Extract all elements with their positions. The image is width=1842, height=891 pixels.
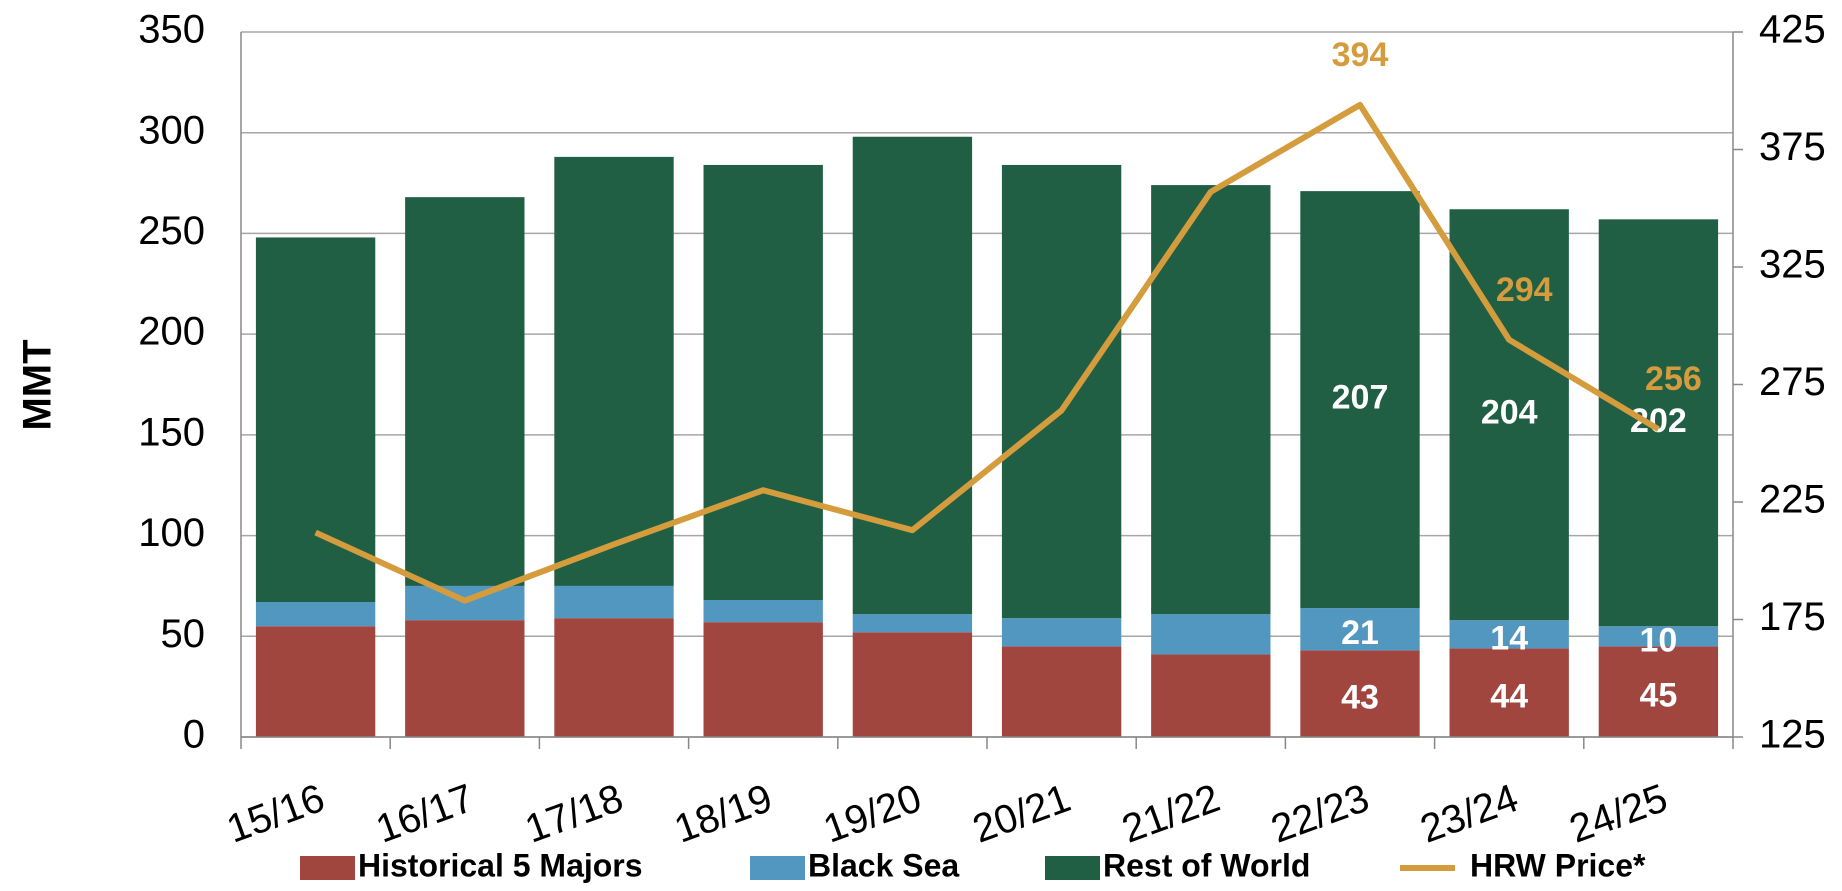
y-tick-label: 0	[183, 713, 205, 757]
legend-label: Historical 5 Majors	[358, 847, 643, 883]
bar-segment	[1598, 646, 1719, 737]
bar-segment	[554, 156, 674, 586]
x-tick-label: 22/23	[1266, 776, 1375, 852]
line-label: 256	[1645, 360, 1702, 398]
bar-segment	[703, 600, 823, 623]
line-label: 294	[1496, 271, 1553, 309]
y2-tick-label: 425	[1759, 8, 1826, 52]
bar-segment	[703, 622, 823, 737]
bar-segment	[255, 237, 376, 603]
bar-segment	[405, 620, 525, 737]
y-tick-label: 50	[161, 612, 206, 656]
bar-segment	[1598, 219, 1719, 627]
y-axis-label: MMT	[16, 339, 60, 430]
x-tick-label: 19/20	[818, 776, 927, 852]
legend-label: HRW Price*	[1470, 847, 1646, 883]
y2-tick-label: 175	[1759, 595, 1826, 639]
bar-segment	[554, 618, 674, 737]
data-label: 207	[1332, 379, 1389, 417]
price-line	[314, 101, 1660, 604]
data-label: 204	[1481, 394, 1538, 432]
data-label: 44	[1490, 678, 1528, 716]
line-label: 394	[1332, 36, 1389, 74]
y2-tick-label: 325	[1759, 243, 1826, 287]
bar-segment	[255, 626, 376, 737]
legend-label: Black Sea	[808, 847, 959, 883]
bar-segment	[1151, 614, 1271, 655]
bar-segment	[1001, 164, 1122, 619]
x-tick-label: 17/18	[520, 776, 629, 852]
data-label: 43	[1341, 679, 1379, 717]
bar-segment	[1449, 620, 1569, 649]
data-label: 14	[1490, 619, 1528, 657]
bar-segment	[1449, 648, 1569, 737]
bar-segment	[852, 614, 973, 633]
bar-segment	[405, 197, 525, 586]
bar-segment	[1001, 618, 1122, 647]
bar-segment	[1001, 646, 1122, 737]
y2-tick-label: 225	[1759, 478, 1826, 522]
y-tick-label: 300	[138, 108, 205, 152]
x-tick-label: 24/25	[1564, 776, 1673, 852]
bar-segment	[852, 136, 973, 615]
bar-segment	[1151, 654, 1271, 737]
bar-segment	[852, 632, 973, 737]
bar-segment	[1300, 191, 1420, 609]
y-tick-label: 200	[138, 310, 205, 354]
legend-label: Rest of World	[1103, 847, 1310, 883]
bar-segment	[554, 585, 674, 619]
y-tick-label: 100	[138, 511, 205, 555]
x-tick-label: 21/22	[1116, 776, 1225, 852]
data-label: 21	[1341, 614, 1379, 652]
x-tick-label: 23/24	[1415, 776, 1524, 852]
y-tick-label: 350	[138, 8, 205, 52]
legend-swatch	[1045, 856, 1100, 880]
x-tick-label: 16/17	[370, 776, 479, 852]
x-tick-label: 15/16	[221, 776, 330, 852]
bar-segment	[1151, 185, 1271, 615]
bar-segment	[703, 164, 823, 601]
bar-segment	[255, 602, 376, 627]
legend-swatch	[750, 856, 805, 880]
y-tick-label: 250	[138, 209, 205, 253]
bar-segment	[1598, 626, 1719, 647]
x-tick-label: 20/21	[967, 776, 1076, 852]
bar-segment	[1300, 608, 1420, 651]
y2-tick-label: 375	[1759, 125, 1826, 169]
y2-tick-label: 275	[1759, 360, 1826, 404]
data-label: 10	[1639, 621, 1677, 659]
y-tick-label: 150	[138, 410, 205, 454]
bar-segment	[1300, 650, 1420, 737]
legend-swatch	[300, 856, 355, 880]
data-label: 45	[1639, 677, 1677, 715]
y2-tick-label: 125	[1759, 713, 1826, 757]
x-tick-label: 18/19	[669, 776, 778, 852]
